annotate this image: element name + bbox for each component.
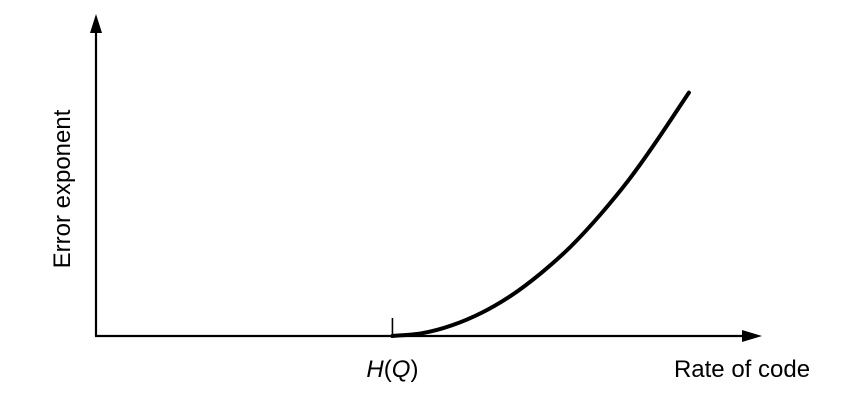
x-axis-arrow-icon [742, 330, 762, 342]
y-axis-label: Error exponent [49, 109, 76, 268]
error-exponent-curve [390, 90, 691, 338]
x-tick-label-part: ( [384, 356, 392, 383]
x-axis [95, 330, 762, 342]
x-tick-label-part: ) [410, 356, 418, 383]
y-axis [90, 14, 102, 336]
y-axis-arrow-icon [90, 14, 102, 33]
x-axis-label: Rate of code [674, 356, 810, 383]
x-tick-label-part: H [366, 356, 384, 383]
x-tick-label-part: Q [392, 356, 411, 383]
x-tick-label: H(Q) [366, 356, 418, 383]
